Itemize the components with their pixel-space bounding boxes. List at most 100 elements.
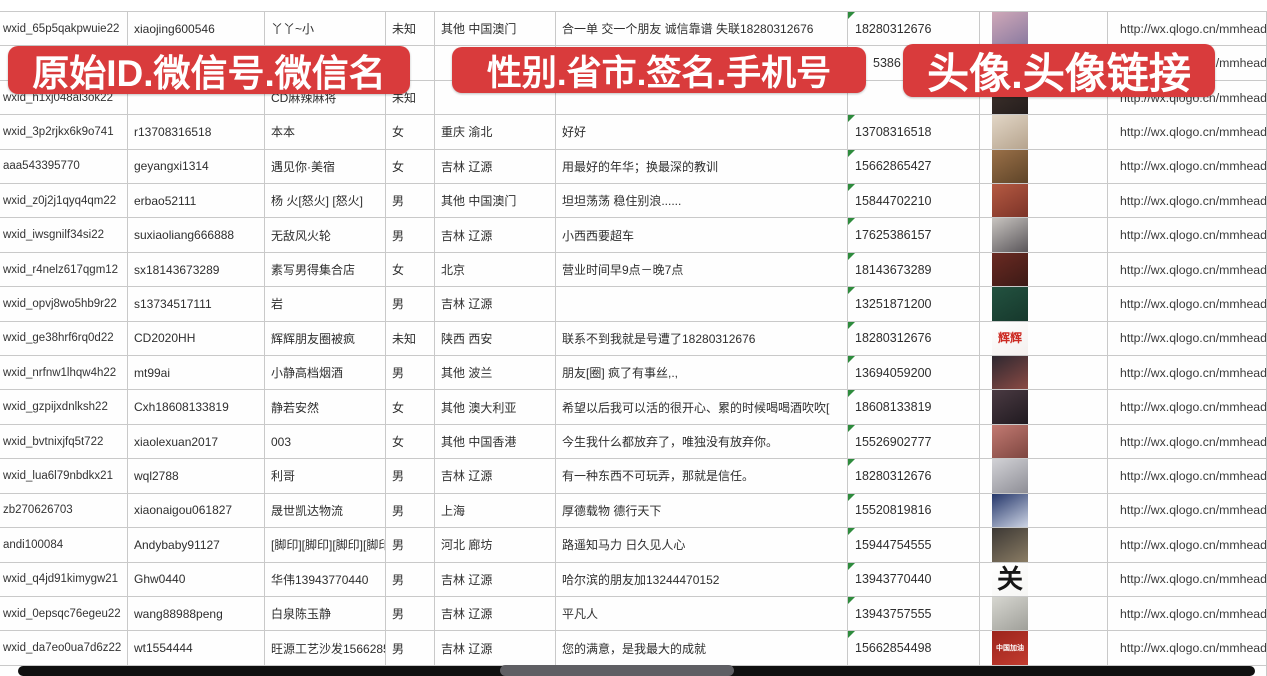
- cell-signature[interactable]: 今生我什么都放弃了，唯独没有放弃你。: [556, 424, 848, 459]
- cell-phone[interactable]: 15844702210: [848, 184, 980, 218]
- cell-province-city[interactable]: 其他 中国香港: [435, 424, 556, 459]
- cell-gender[interactable]: 未知: [386, 80, 435, 115]
- cell-avatar[interactable]: [980, 459, 1108, 493]
- cell-province-city[interactable]: 吉林 辽源: [435, 459, 556, 493]
- cell-original-id[interactable]: wxid_iwsgnilf34si22: [0, 218, 128, 252]
- cell-original-id[interactable]: wxid_r4nelz617qgm12: [0, 252, 128, 287]
- avatar-image[interactable]: [992, 596, 1028, 631]
- cell-wechat-name[interactable]: 素写男得集合店: [265, 252, 386, 287]
- avatar-image[interactable]: [992, 424, 1028, 459]
- cell-avatar-link[interactable]: http://wx.qlogo.cn/mmhead: [1108, 149, 1267, 184]
- cell-avatar-link[interactable]: http://wx.qlogo.cn/mmhead: [1108, 252, 1267, 287]
- cell-signature[interactable]: 坦坦荡荡 稳住别浪......: [556, 184, 848, 218]
- cell-phone[interactable]: 15520819816: [848, 493, 980, 528]
- cell-phone[interactable]: 18280312676: [848, 459, 980, 493]
- cell-original-id[interactable]: wxid_bvtnixjfq5t722: [0, 424, 128, 459]
- cell-original-id[interactable]: wxid_h1xj048al3ok22: [0, 80, 128, 115]
- cell-gender[interactable]: 男: [386, 493, 435, 528]
- cell-avatar-link[interactable]: http://wx.qlogo.cn/mmhead: [1108, 218, 1267, 252]
- cell-signature[interactable]: 小西西要超车: [556, 218, 848, 252]
- cell-original-id[interactable]: zb270626703: [0, 493, 128, 528]
- cell-phone[interactable]: 18280312676: [848, 321, 980, 356]
- cell-signature[interactable]: 合一单 交一个朋友 诚信靠谱 失联18280312676: [556, 12, 848, 46]
- cell-phone[interactable]: 17625386157: [848, 218, 980, 252]
- cell-wechat-name[interactable]: 遇见你·美宿: [265, 149, 386, 184]
- cell-original-id[interactable]: wxid_z0j2j1qyq4qm22: [0, 184, 128, 218]
- cell-wechat-no[interactable]: sx18143673289: [128, 252, 265, 287]
- cell-province-city[interactable]: 重庆 渝北: [435, 115, 556, 149]
- cell-avatar[interactable]: [980, 287, 1108, 321]
- cell-province-city[interactable]: 吉林 辽源: [435, 562, 556, 596]
- cell-avatar-link[interactable]: http://wx.qlogo.cn/mmhead: [1108, 390, 1267, 424]
- cell-signature[interactable]: 好好: [556, 115, 848, 149]
- cell-wechat-name[interactable]: CD麻辣麻将: [265, 80, 386, 115]
- cell-wechat-name[interactable]: 辉辉朋友圈被疯: [265, 321, 386, 356]
- cell-avatar[interactable]: [980, 149, 1108, 184]
- cell-province-city[interactable]: 北京: [435, 252, 556, 287]
- cell-avatar[interactable]: 中国加油: [980, 631, 1108, 665]
- cell-original-id[interactable]: wxid_65p5qakpwuie22: [0, 12, 128, 46]
- cell-gender[interactable]: 男: [386, 596, 435, 631]
- cell-province-city[interactable]: 陕西 西安: [435, 321, 556, 356]
- cell-avatar[interactable]: [980, 493, 1108, 528]
- cell-wechat-no[interactable]: wt1554444: [128, 631, 265, 665]
- cell-wechat-no[interactable]: mt99ai: [128, 356, 265, 390]
- cell-wechat-no[interactable]: xiaojing600546: [128, 12, 265, 46]
- cell-wechat-no[interactable]: xiaolexuan2017: [128, 424, 265, 459]
- cell-wechat-no[interactable]: geyangxi1314: [128, 149, 265, 184]
- cell-gender[interactable]: 女: [386, 424, 435, 459]
- cell-wechat-name[interactable]: 无敌风火轮: [265, 218, 386, 252]
- cell-phone[interactable]: 13943757555: [848, 596, 980, 631]
- avatar-image[interactable]: [992, 149, 1028, 184]
- cell-avatar[interactable]: [980, 528, 1108, 562]
- cell-gender[interactable]: 女: [386, 390, 435, 424]
- cell-wechat-no[interactable]: wql2788: [128, 459, 265, 493]
- cell-province-city[interactable]: 其他 中国澳门: [435, 184, 556, 218]
- cell-wechat-name[interactable]: 静若安然: [265, 390, 386, 424]
- cell-avatar-link[interactable]: http://wx.qlogo.cn/mmhead: [1108, 596, 1267, 631]
- cell-province-city[interactable]: [435, 80, 556, 115]
- cell-avatar[interactable]: [980, 252, 1108, 287]
- cell-original-id[interactable]: wxid_3p2rjkx6k9o741: [0, 115, 128, 149]
- cell-avatar-link[interactable]: http://wx.qlogo.cn/mmhead: [1108, 562, 1267, 596]
- cell-avatar-link[interactable]: http://wx.qlogo.cn/mmhead: [1108, 528, 1267, 562]
- cell-wechat-no[interactable]: [128, 80, 265, 115]
- cell-phone[interactable]: 13694059200: [848, 356, 980, 390]
- cell-original-id[interactable]: wxid_lua6l79nbdkx21: [0, 459, 128, 493]
- cell-wechat-name[interactable]: [脚印][脚印][脚印][脚印: [265, 528, 386, 562]
- avatar-image[interactable]: 辉辉: [992, 321, 1028, 356]
- cell-signature[interactable]: 有一种东西不可玩弄，那就是信任。: [556, 459, 848, 493]
- cell-avatar[interactable]: 辉辉: [980, 321, 1108, 356]
- cell-wechat-name[interactable]: 杨 火[怒火] [怒火]: [265, 184, 386, 218]
- avatar-image[interactable]: [992, 459, 1028, 493]
- cell-phone[interactable]: 18608133819: [848, 390, 980, 424]
- cell-avatar[interactable]: [980, 12, 1108, 46]
- cell-avatar[interactable]: [980, 356, 1108, 390]
- cell-phone[interactable]: 18280312676: [848, 12, 980, 46]
- cell-signature[interactable]: 朋友[圈] 疯了有事丝,.,: [556, 356, 848, 390]
- cell-province-city[interactable]: 其他 澳大利亚: [435, 390, 556, 424]
- cell-signature[interactable]: [556, 287, 848, 321]
- cell-gender[interactable]: 女: [386, 149, 435, 184]
- cell-wechat-no[interactable]: Andybaby91127: [128, 528, 265, 562]
- cell-wechat-name[interactable]: 本本: [265, 115, 386, 149]
- avatar-image[interactable]: 中国加油: [992, 631, 1028, 665]
- cell-avatar-link[interactable]: http://wx.qlogo.cn/mmhead: [1108, 424, 1267, 459]
- cell-phone[interactable]: 15944754555: [848, 528, 980, 562]
- cell-avatar-link[interactable]: http://wx.qlogo.cn/mmhead: [1108, 184, 1267, 218]
- cell-gender[interactable]: 未知: [386, 12, 435, 46]
- avatar-image[interactable]: [992, 115, 1028, 149]
- cell-wechat-name[interactable]: 晟世凯达物流: [265, 493, 386, 528]
- cell-phone[interactable]: [848, 80, 980, 115]
- cell-signature[interactable]: 用最好的年华；换最深的教训: [556, 149, 848, 184]
- cell-original-id[interactable]: aaa543395770: [0, 149, 128, 184]
- avatar-image[interactable]: [992, 287, 1028, 321]
- avatar-image[interactable]: [992, 12, 1028, 46]
- cell-signature[interactable]: 平凡人: [556, 596, 848, 631]
- cell-signature[interactable]: 希望以后我可以活的很开心、累的时候喝喝酒吹吹[: [556, 390, 848, 424]
- cell-original-id[interactable]: wxid_opvj8wo5hb9r22: [0, 287, 128, 321]
- avatar-image[interactable]: [992, 528, 1028, 562]
- cell-avatar-link[interactable]: http://wx.qlogo.cn/mmhead: [1108, 115, 1267, 149]
- cell-province-city[interactable]: 河北 廊坊: [435, 528, 556, 562]
- cell-signature[interactable]: 营业时间早9点－晚7点: [556, 252, 848, 287]
